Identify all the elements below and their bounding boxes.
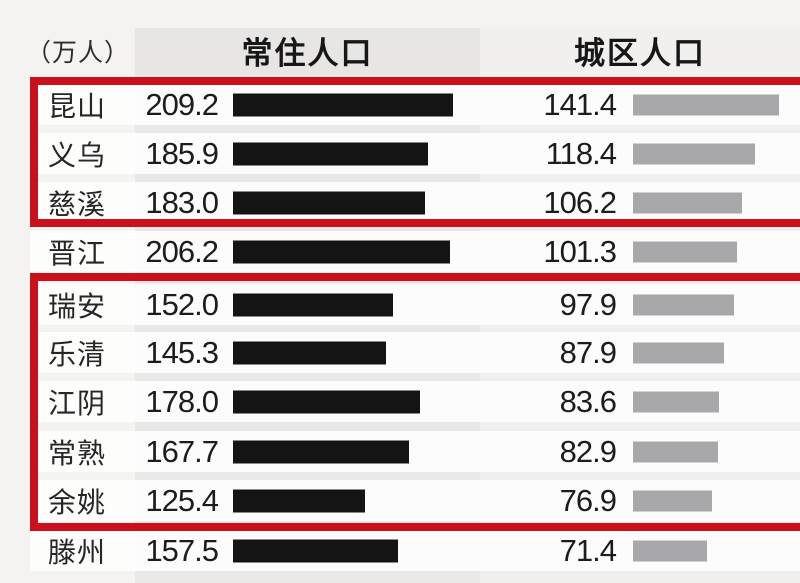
urban-bar: [633, 391, 719, 412]
resident-bar: [233, 93, 453, 116]
urban-value: 87.9: [559, 334, 617, 370]
city-label: 乐清: [48, 338, 107, 370]
table-row: 余姚 125.4 76.9: [30, 480, 800, 521]
urban-bar: [633, 490, 712, 511]
urban-bar: [633, 294, 734, 315]
resident-bar: [233, 293, 393, 316]
resident-bar: [233, 539, 398, 562]
urban-column-header: 城区人口: [480, 28, 800, 73]
resident-column-header: 常住人口: [135, 28, 480, 73]
table-row: 常熟 167.7 82.9: [30, 431, 800, 472]
urban-bar: [633, 192, 742, 213]
urban-value: 71.4: [559, 532, 617, 568]
table-row: 滕州 157.5 71.4: [30, 530, 800, 571]
city-label: 慈溪: [48, 188, 107, 220]
resident-value: 206.2: [145, 233, 219, 269]
urban-value: 76.9: [559, 482, 617, 518]
urban-value: 82.9: [559, 433, 617, 469]
city-label: 昆山: [48, 90, 107, 122]
resident-value: 167.7: [145, 433, 219, 469]
resident-value: 185.9: [145, 135, 219, 171]
urban-bar: [633, 540, 707, 561]
urban-bar: [633, 241, 737, 262]
city-label: 余姚: [48, 486, 107, 518]
resident-bar: [233, 240, 450, 263]
resident-bar: [233, 142, 428, 165]
city-label: 义乌: [48, 139, 107, 171]
urban-bar: [633, 94, 779, 115]
table-row: 乐清 145.3 87.9: [30, 332, 800, 373]
resident-bar: [233, 191, 425, 214]
resident-bar: [233, 440, 409, 463]
table-row: 义乌 185.9 118.4: [30, 133, 800, 174]
urban-bar: [633, 342, 724, 363]
resident-value: 178.0: [145, 383, 219, 419]
resident-bar: [233, 390, 420, 413]
resident-bar: [233, 489, 365, 512]
table-row: 慈溪 183.0 106.2: [30, 182, 800, 223]
city-label: 常熟: [48, 437, 107, 469]
city-label: 晋江: [48, 237, 107, 269]
resident-bar: [233, 341, 386, 364]
city-label: 瑞安: [48, 290, 107, 322]
resident-value: 209.2: [145, 86, 219, 122]
table-row: 晋江 206.2 101.3: [30, 231, 800, 272]
urban-value: 101.3: [543, 233, 617, 269]
urban-value: 141.4: [543, 86, 617, 122]
urban-bar: [633, 441, 718, 462]
urban-bar: [633, 143, 755, 164]
resident-value: 145.3: [145, 334, 219, 370]
urban-value: 83.6: [559, 383, 617, 419]
resident-value: 125.4: [145, 482, 219, 518]
table-row: 瑞安 152.0 97.9: [30, 284, 800, 325]
urban-value: 106.2: [543, 184, 617, 220]
resident-value: 152.0: [145, 286, 219, 322]
resident-value: 157.5: [145, 532, 219, 568]
table-row: 江阴 178.0 83.6: [30, 381, 800, 422]
city-label: 江阴: [48, 387, 107, 419]
table-row: 昆山 209.2 141.4: [30, 84, 800, 125]
city-label: 滕州: [48, 536, 107, 568]
urban-value: 118.4: [545, 135, 617, 171]
resident-value: 183.0: [145, 184, 219, 220]
urban-value: 97.9: [559, 286, 617, 322]
unit-label: （万人）: [26, 39, 131, 67]
